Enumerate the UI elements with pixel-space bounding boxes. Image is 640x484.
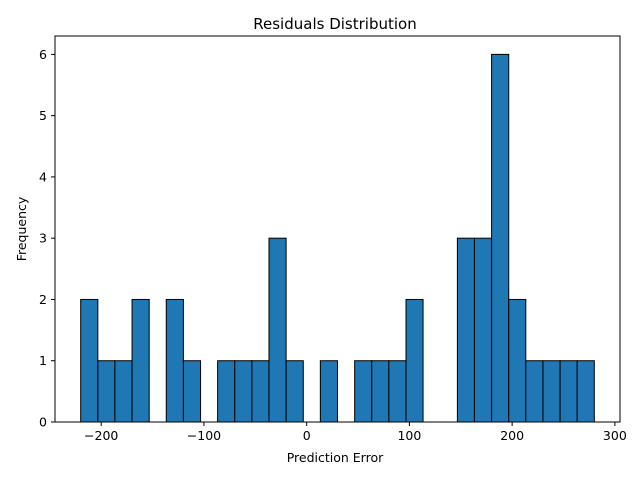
histogram-bar (251, 360, 270, 423)
y-axis-ticks: 0 1 2 3 4 5 6 (39, 47, 55, 430)
x-axis-label: Prediction Error (287, 450, 384, 465)
chart-title: Residuals Distribution (253, 15, 416, 33)
histogram-bar (388, 360, 407, 423)
bars-group (80, 53, 595, 423)
histogram-bar (114, 360, 133, 423)
y-tick-label: 4 (39, 169, 47, 184)
histogram-bar (354, 360, 373, 423)
histogram-bar (131, 298, 150, 423)
histogram-bar (319, 360, 338, 423)
y-tick-label: 5 (39, 108, 47, 123)
histogram-bar (217, 360, 236, 423)
histogram-bar (182, 360, 202, 423)
histogram-bar (285, 360, 304, 423)
histogram-bar (456, 237, 475, 423)
histogram-bar (559, 360, 578, 423)
histogram-bar (473, 237, 493, 423)
x-tick-label: −200 (84, 428, 118, 443)
histogram-bar (508, 298, 527, 423)
histogram-bar (268, 237, 287, 423)
x-axis-ticks: −200 −100 0 100 200 300 (84, 422, 627, 443)
x-tick-label: 100 (397, 428, 421, 443)
histogram-bar (80, 298, 99, 423)
histogram-bar (405, 298, 424, 423)
y-axis-label: Frequency (14, 196, 29, 261)
y-tick-label: 1 (39, 353, 47, 368)
y-tick-label: 0 (39, 415, 47, 430)
histogram-bar (371, 360, 390, 423)
x-tick-label: 300 (603, 428, 627, 443)
histogram-bar (165, 298, 184, 423)
histogram-bar (97, 360, 116, 423)
x-tick-label: −100 (187, 428, 221, 443)
histogram-bar (491, 53, 510, 423)
x-tick-label: 200 (500, 428, 524, 443)
histogram-bar (542, 360, 561, 423)
y-tick-label: 6 (39, 47, 47, 62)
plot-frame (54, 35, 621, 423)
histogram-bar (234, 360, 253, 423)
histogram-bar (576, 360, 595, 423)
histogram-bar (525, 360, 544, 423)
y-tick-label: 2 (39, 292, 47, 307)
y-tick-label: 3 (39, 231, 47, 246)
x-tick-label: 0 (303, 428, 311, 443)
